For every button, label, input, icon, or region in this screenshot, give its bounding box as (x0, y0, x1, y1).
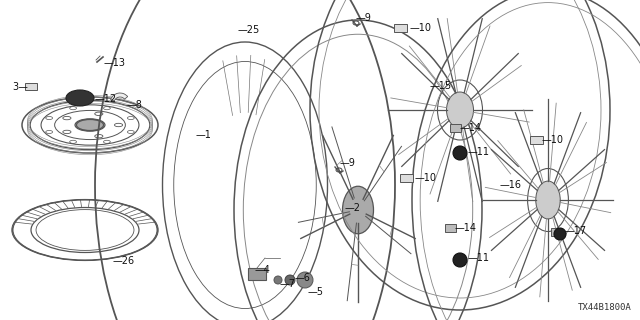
Text: —11: —11 (468, 253, 490, 263)
Text: —16: —16 (500, 180, 522, 190)
Text: —12: —12 (95, 94, 117, 104)
Text: —13: —13 (104, 58, 126, 68)
Text: —11: —11 (468, 147, 490, 157)
Text: —1: —1 (196, 130, 212, 140)
Text: —2: —2 (345, 203, 361, 213)
Bar (400, 174, 413, 182)
FancyBboxPatch shape (25, 83, 37, 90)
Text: —15: —15 (430, 81, 452, 91)
Bar (445, 224, 456, 232)
Text: TX44B1800A: TX44B1800A (579, 303, 632, 312)
Text: —9: —9 (340, 158, 356, 168)
Ellipse shape (66, 90, 94, 106)
Text: —10: —10 (410, 23, 432, 33)
Ellipse shape (453, 253, 467, 267)
Text: —5: —5 (308, 287, 324, 297)
Text: 3—: 3— (12, 82, 28, 92)
Ellipse shape (297, 272, 313, 288)
Bar (450, 124, 461, 132)
Bar (248, 268, 266, 280)
Ellipse shape (554, 228, 566, 240)
Bar (530, 136, 543, 144)
Text: —4: —4 (255, 265, 271, 275)
Text: —10: —10 (542, 135, 564, 145)
Text: —25: —25 (238, 25, 260, 35)
Text: —17: —17 (565, 226, 587, 236)
Text: —7: —7 (280, 279, 296, 289)
Ellipse shape (274, 276, 282, 284)
Text: —14: —14 (455, 223, 477, 233)
Ellipse shape (76, 119, 104, 131)
Ellipse shape (447, 92, 474, 128)
Text: —14: —14 (460, 123, 482, 133)
Wedge shape (111, 93, 127, 101)
Ellipse shape (536, 181, 560, 219)
Text: —8: —8 (127, 100, 143, 110)
Bar (551, 228, 562, 236)
Ellipse shape (342, 186, 374, 234)
Text: —10: —10 (415, 173, 437, 183)
Text: —6: —6 (295, 273, 311, 283)
Ellipse shape (453, 146, 467, 160)
Text: —26: —26 (113, 256, 135, 266)
Ellipse shape (285, 275, 295, 285)
Bar (394, 24, 407, 32)
Text: —9: —9 (356, 13, 372, 23)
